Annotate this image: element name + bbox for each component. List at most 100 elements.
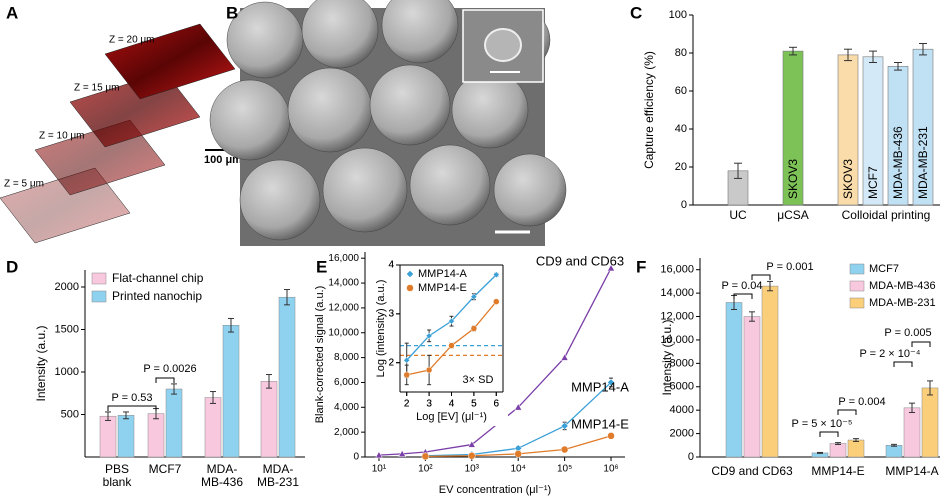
annotation: 3× SD: [463, 374, 494, 386]
x-tick-label: MB-436: [201, 475, 243, 489]
legend-label: Flat-channel chip: [112, 271, 204, 285]
significance-bracket: [893, 361, 913, 367]
bead: [451, 71, 529, 149]
point: [448, 342, 455, 349]
bar: [885, 445, 903, 458]
y-tick-label: 2,000: [334, 427, 359, 438]
y-axis-label: Intensity (a.u.): [34, 325, 48, 401]
scale-bar-label: 100 μm: [204, 154, 242, 166]
legend-swatch: [91, 272, 107, 285]
bead: [239, 159, 321, 241]
bar: [725, 302, 743, 458]
significance-bracket: [819, 431, 839, 437]
y-tick-label: 3: [388, 308, 394, 319]
y-tick-label: 3: [388, 308, 394, 319]
point: [406, 270, 414, 278]
legend-swatch: [91, 290, 107, 303]
y-tick-label: 6000: [670, 381, 694, 393]
p-value: P = 0.53: [111, 392, 152, 404]
x-tick-label: blank: [103, 475, 133, 489]
p-value: P = 0.0026: [143, 363, 196, 375]
significance-bracket: [751, 274, 771, 280]
point: [467, 440, 476, 448]
significance-bracket: [733, 293, 753, 299]
y-tick-label: 10,000: [660, 334, 694, 346]
x-tick-label: 3: [426, 399, 432, 410]
x-tick-label: 4: [449, 399, 455, 410]
panel-letter: A: [6, 3, 18, 22]
bar: [204, 397, 222, 458]
bar: [761, 285, 779, 458]
x-tick-label: MDA-: [263, 462, 294, 476]
p-value: P = 0.04: [721, 280, 762, 292]
y-tick-label: 4,000: [334, 402, 359, 413]
bar: [921, 387, 939, 458]
point: [492, 271, 500, 279]
group-label: UC: [729, 208, 747, 222]
y-axis-label: Blank-corrected signal (a.u.): [314, 286, 326, 424]
significance-bracket: [155, 377, 175, 383]
series-label: CD9 and CD63: [536, 253, 624, 268]
p-value: P = 0.001: [766, 261, 813, 273]
x-tick-label: 4: [449, 399, 455, 410]
x-tick-label: 10⁶: [603, 464, 618, 475]
panel-letter: C: [630, 3, 642, 22]
bar: [829, 443, 847, 458]
y-tick-label: 16,000: [328, 253, 359, 264]
bead: [409, 144, 491, 226]
legend-label: MCF7: [869, 263, 899, 275]
x-axis-label: Log [EV] (μl⁻¹): [416, 411, 487, 423]
z-label: Z = 5 μm: [4, 179, 44, 190]
y-axis-label: Capture efficiency (%): [642, 51, 656, 169]
legend-label: MDA-MB-436: [869, 280, 936, 292]
legend-label: MMP14-E: [418, 282, 467, 294]
y-tick-label: 4: [388, 260, 394, 271]
y-tick-label: 0: [688, 451, 694, 463]
x-tick-label: CD9 and CD63: [711, 464, 793, 478]
bead: [322, 147, 408, 233]
y-tick-label: 8,000: [334, 352, 359, 363]
panel-letter: B: [226, 3, 238, 22]
bar: [743, 316, 761, 458]
y-tick-label: 0: [353, 452, 359, 463]
point: [403, 356, 411, 364]
point: [406, 284, 414, 292]
bead: [287, 67, 373, 153]
y-tick-label: 1500: [55, 323, 79, 335]
sem-image: [209, 0, 567, 246]
bead: [493, 153, 567, 227]
bar-label: SKOV3: [786, 159, 800, 199]
point: [425, 332, 433, 340]
x-tick-label: 10¹: [372, 464, 387, 475]
bar: [222, 325, 240, 458]
point: [560, 353, 569, 361]
legend-swatch: [849, 280, 865, 292]
x-tick-label: 10⁵: [557, 464, 572, 475]
z-label: Z = 15 μm: [74, 83, 120, 94]
bar-label: MDA-MB-231: [916, 126, 930, 199]
y-tick-label: 0: [681, 199, 687, 211]
significance-bracket: [107, 405, 157, 411]
y-tick-label: 4: [388, 260, 394, 271]
y-tick-label: 100: [669, 9, 687, 21]
x-tick-label: 2: [404, 399, 410, 410]
panel-letter: E: [316, 257, 327, 276]
y-tick-label: 80: [675, 47, 687, 59]
legend-label: MMP14-A: [418, 268, 468, 280]
p-value: P = 0.005: [884, 327, 931, 339]
y-tick-label: 1000: [55, 366, 79, 378]
series-label: MMP14-E: [571, 416, 629, 431]
point: [421, 452, 430, 461]
z-label: Z = 20 μm: [109, 35, 155, 46]
p-value: P = 2 × 10⁻⁴: [859, 348, 920, 360]
z-label: Z = 10 μm: [39, 131, 85, 142]
p-value: P = 5 × 10⁻⁵: [792, 418, 853, 430]
point: [398, 449, 407, 457]
y-tick-label: 500: [61, 408, 79, 420]
x-axis-label: EV concentration (μl⁻¹): [439, 484, 551, 496]
x-tick-label: MMP14-E: [811, 464, 864, 478]
panel-letter: F: [636, 257, 646, 276]
bead: [301, 0, 379, 69]
point: [425, 366, 433, 374]
y-tick-label: 40: [675, 123, 687, 135]
